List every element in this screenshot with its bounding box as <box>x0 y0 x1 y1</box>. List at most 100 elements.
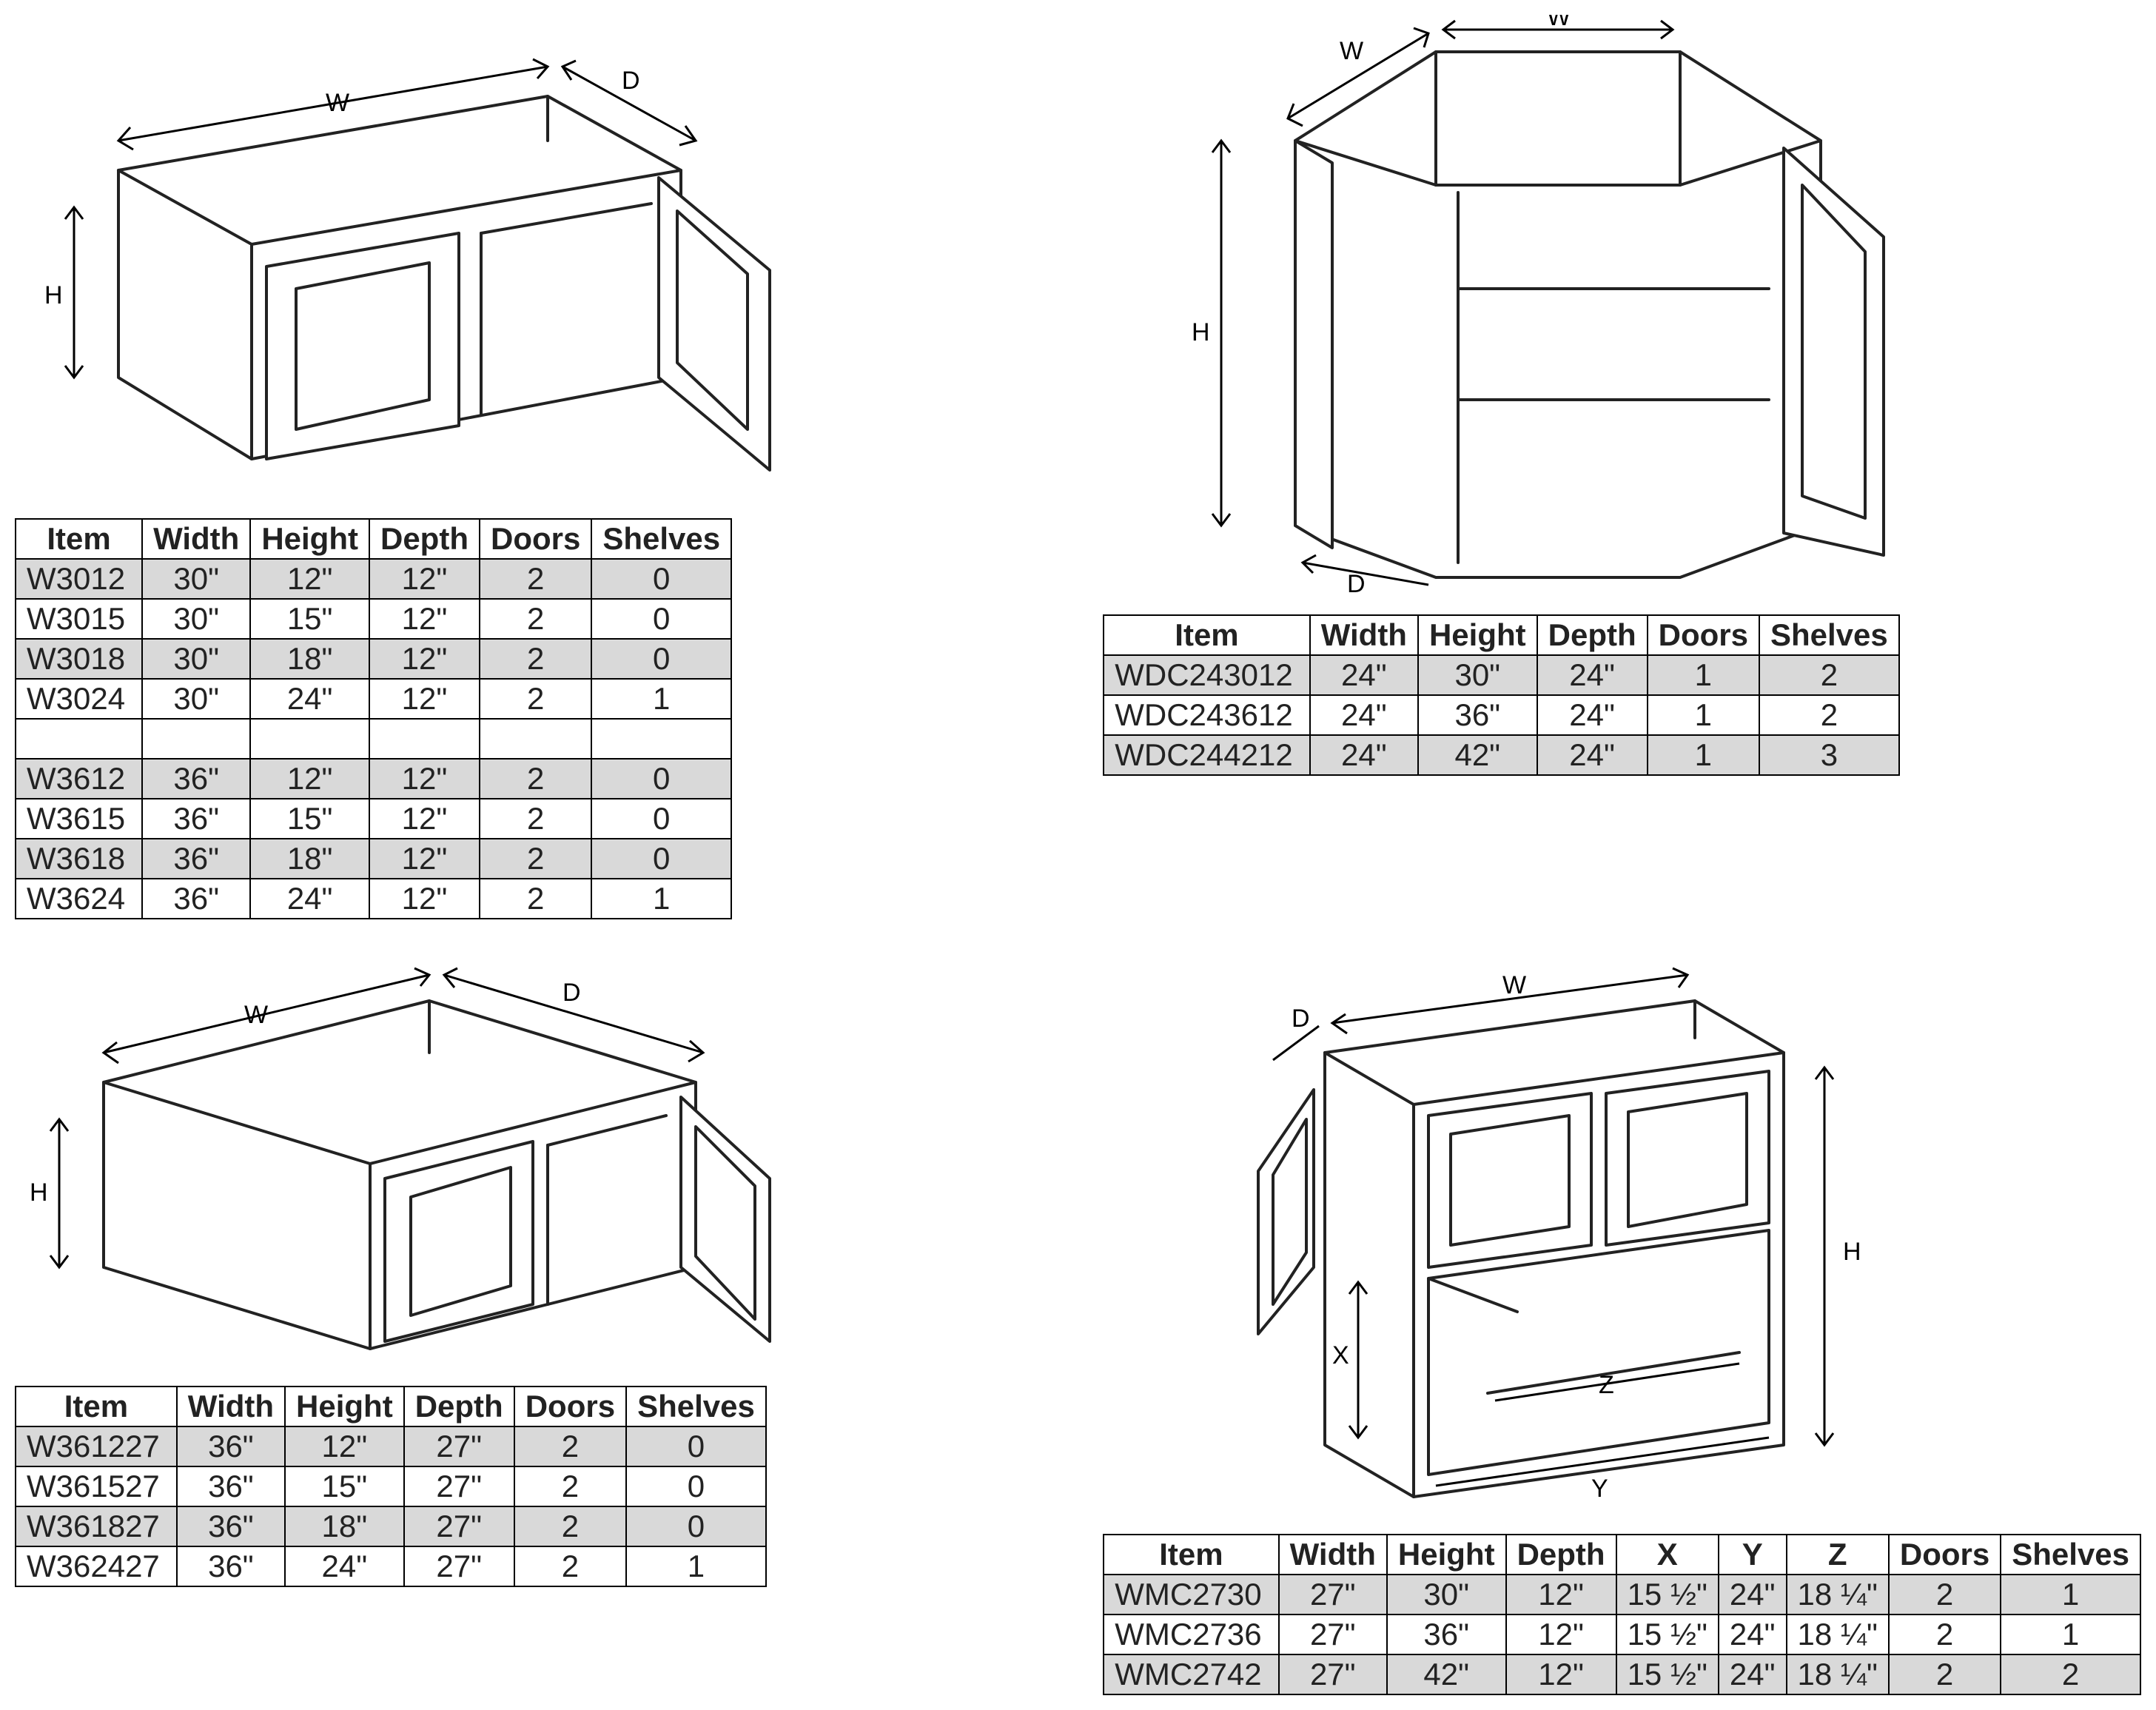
dim-W: W <box>244 1001 268 1029</box>
table-cell: 15 ½" <box>1616 1615 1719 1654</box>
column-header: Item <box>16 1387 177 1426</box>
table-cell: W361827 <box>16 1506 177 1546</box>
table-microwave-cabinet: ItemWidthHeightDepthXYZDoorsShelvesWMC27… <box>1103 1534 2141 1695</box>
table-cell: 36" <box>142 839 250 879</box>
table-cell: 30" <box>1418 655 1537 695</box>
table-cell: 2 <box>480 799 591 839</box>
table-cell: 18" <box>250 639 369 679</box>
table-cell <box>16 719 142 759</box>
table-cell: 3 <box>1759 735 1899 775</box>
table-cell: 2 <box>480 879 591 919</box>
table-cell: 12" <box>1506 1575 1616 1615</box>
table-cell: 24" <box>1310 695 1418 735</box>
table-cell: 0 <box>591 559 731 599</box>
table-cell: 36" <box>177 1506 285 1546</box>
dim-D: D <box>1347 570 1366 592</box>
dim-W: W <box>326 89 349 117</box>
section-wall-bridge-27: W D H ItemWidthHeightDepthDoorsShelvesW3… <box>15 949 881 1695</box>
table-cell: 12" <box>1506 1654 1616 1694</box>
table-cell <box>369 719 480 759</box>
column-header: Height <box>285 1387 404 1426</box>
column-header: X <box>1616 1535 1719 1575</box>
table-cell: 2 <box>514 1426 626 1466</box>
column-header: Width <box>1279 1535 1387 1575</box>
column-header: Doors <box>1648 615 1759 655</box>
diagram-diagonal-corner: W W H D <box>1103 15 1917 592</box>
table-cell: 2 <box>480 599 591 639</box>
table-cell: WMC2730 <box>1104 1575 1278 1615</box>
table-cell: WMC2736 <box>1104 1615 1278 1654</box>
column-header: Z <box>1787 1535 1889 1575</box>
table-cell: 36" <box>1418 695 1537 735</box>
section-diagonal-corner: W W H D ItemWidthHeightDepthDoorsShelves… <box>1103 15 2141 919</box>
column-header: Depth <box>1506 1535 1616 1575</box>
dim-H: H <box>1192 318 1210 346</box>
table-cell: 2 <box>1759 695 1899 735</box>
table-cell: 36" <box>177 1466 285 1506</box>
table-cell: 2 <box>480 679 591 719</box>
table-cell: 24" <box>1537 655 1648 695</box>
dim-X: X <box>1332 1341 1349 1369</box>
table-cell: 2 <box>480 759 591 799</box>
table-cell: 15" <box>250 799 369 839</box>
table-cell: W361227 <box>16 1426 177 1466</box>
dim-H: H <box>1843 1238 1861 1266</box>
table-cell: 36" <box>177 1546 285 1586</box>
table-cell: 15" <box>285 1466 404 1506</box>
table-cell: 1 <box>2001 1615 2140 1654</box>
column-header: Item <box>16 519 142 559</box>
table-cell: 27" <box>404 1466 514 1506</box>
table-cell: 12" <box>369 799 480 839</box>
table-cell: 18 ¼" <box>1787 1615 1889 1654</box>
dim-D: D <box>562 979 581 1007</box>
table-cell: 0 <box>626 1426 766 1466</box>
table-cell: 30" <box>142 559 250 599</box>
section-wall-bridge-12: W D H ItemWidthHeightDepthDoorsShelvesW3… <box>15 15 881 919</box>
table-cell <box>142 719 250 759</box>
table-cell: 0 <box>591 639 731 679</box>
table-cell: 36" <box>142 799 250 839</box>
table-cell: 24" <box>1310 655 1418 695</box>
column-header: Doors <box>514 1387 626 1426</box>
table-cell: WDC244212 <box>1104 735 1309 775</box>
table-cell: 1 <box>1648 695 1759 735</box>
dim-H: H <box>44 281 63 309</box>
table-cell: 24" <box>285 1546 404 1586</box>
table-wall-bridge-12: ItemWidthHeightDepthDoorsShelvesW301230"… <box>15 518 732 919</box>
diagram-microwave-cabinet: W D H X Y Z <box>1103 949 1880 1512</box>
table-cell: 15 ½" <box>1616 1654 1719 1694</box>
table-cell: 2 <box>1889 1575 2001 1615</box>
column-header: Shelves <box>626 1387 766 1426</box>
dim-W2: W <box>1340 37 1363 65</box>
table-cell: 0 <box>591 839 731 879</box>
column-header: Depth <box>404 1387 514 1426</box>
table-cell: 0 <box>591 759 731 799</box>
column-header: Width <box>177 1387 285 1426</box>
table-cell: 12" <box>369 879 480 919</box>
column-header: Width <box>1310 615 1418 655</box>
table-cell: 27" <box>1279 1654 1387 1694</box>
column-header: Height <box>1418 615 1537 655</box>
table-cell: 15 ½" <box>1616 1575 1719 1615</box>
table-cell: 2 <box>2001 1654 2140 1694</box>
column-header: Doors <box>1889 1535 2001 1575</box>
table-wall-bridge-27: ItemWidthHeightDepthDoorsShelvesW3612273… <box>15 1386 767 1587</box>
dim-D: D <box>1292 1005 1310 1033</box>
table-cell: 12" <box>369 599 480 639</box>
diagram-wall-bridge-27: W D H <box>15 949 792 1364</box>
table-cell: 15" <box>250 599 369 639</box>
table-cell: 27" <box>1279 1615 1387 1654</box>
column-header: Item <box>1104 615 1309 655</box>
table-cell: W3018 <box>16 639 142 679</box>
column-header: Shelves <box>2001 1535 2140 1575</box>
table-cell: 2 <box>1889 1654 2001 1694</box>
table-cell: 24" <box>250 879 369 919</box>
table-cell: W362427 <box>16 1546 177 1586</box>
table-cell: 1 <box>591 679 731 719</box>
table-cell: 12" <box>369 759 480 799</box>
table-cell: 24" <box>1719 1575 1787 1615</box>
column-header: Depth <box>1537 615 1648 655</box>
table-cell: 12" <box>369 839 480 879</box>
table-cell: 0 <box>591 799 731 839</box>
diagram-wall-bridge-12: W D H <box>15 15 792 496</box>
